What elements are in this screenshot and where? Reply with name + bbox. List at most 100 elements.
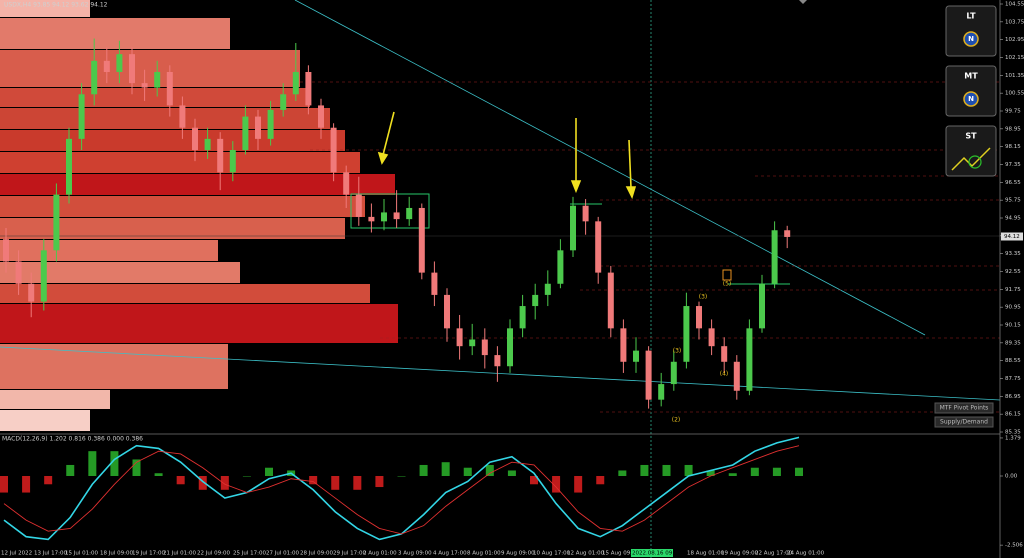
histogram-bar (397, 476, 406, 477)
candle-body (267, 109, 274, 139)
profile-bar (0, 262, 240, 283)
y-tick-label: 85.35 (1005, 430, 1021, 436)
histogram-bar (463, 467, 472, 476)
y-tick-label: 100.55 (1005, 91, 1024, 97)
candle-body (28, 283, 35, 302)
macd-title: MACD(12,26,9) 1.202 0.816 0.386 0.000 0.… (2, 436, 143, 443)
wave-label: (5) (723, 281, 732, 288)
x-tick-label: 19 Jul 17:00 (132, 551, 165, 557)
histogram-bar (265, 467, 273, 476)
histogram-bar (419, 464, 428, 476)
candle-body (418, 207, 425, 273)
candle-body (280, 94, 287, 110)
histogram-bar (132, 459, 141, 476)
histogram-bar (242, 476, 251, 477)
candle-body (78, 94, 85, 139)
icon-chart (951, 147, 991, 171)
candle-body (406, 207, 413, 220)
candle-body (368, 216, 375, 222)
label-box[interactable] (934, 402, 994, 414)
profile-bar (0, 88, 310, 107)
candle-body (305, 71, 312, 106)
candle-body (683, 306, 690, 362)
x-tick-label: 15 Jul 01:00 (65, 551, 98, 557)
candle-body (557, 250, 564, 284)
candle-body (255, 116, 261, 139)
y-tick-label: 99.75 (1005, 109, 1021, 115)
profile-bar (0, 108, 330, 129)
x-tick-label: 12 Jul 2022 (1, 551, 32, 557)
candle-body (166, 71, 173, 106)
y-tick-label: 96.55 (1005, 180, 1021, 186)
profile-bar (0, 18, 230, 49)
y-tick-label: 102.95 (1005, 37, 1024, 43)
wave-label: (3) (699, 294, 708, 301)
candle-body (645, 350, 652, 400)
indicator-labels: MTF Pivot Points Supply/Demand (934, 402, 994, 428)
candle-body (746, 328, 753, 391)
candle-body (570, 205, 576, 251)
profile-bar (0, 344, 228, 389)
profile-bar (0, 130, 345, 151)
icon-ring (963, 31, 979, 47)
y-tick-label: 87.75 (1005, 376, 1021, 382)
profile-bar (0, 284, 370, 303)
x-tick-label: 22 Jul 09:00 (197, 551, 230, 557)
candle-body (633, 350, 639, 362)
histogram-bar (772, 467, 781, 476)
signal-button[interactable]: LT N (945, 5, 997, 57)
histogram-bar (441, 462, 450, 476)
candle-body (469, 339, 476, 347)
histogram-bar (750, 467, 759, 476)
indicator-label[interactable]: MTF Pivot Points (940, 405, 989, 412)
histogram-bar (618, 470, 627, 476)
icon-letter: N (968, 95, 974, 103)
y-tick-label: 98.15 (1005, 144, 1021, 150)
zone-box (350, 193, 430, 229)
y-tick-label: 103.75 (1005, 19, 1024, 25)
histogram-bar (110, 451, 119, 476)
histogram-bar (728, 473, 737, 476)
x-tick-label: 13 Jul 17:00 (34, 551, 67, 557)
sr-lines (300, 81, 1000, 413)
candle-body (229, 150, 236, 173)
profile-bar (0, 152, 360, 173)
profile-bar (0, 240, 218, 261)
y-tick-label: 97.35 (1005, 162, 1021, 168)
candles (3, 38, 791, 409)
histogram-bar (331, 476, 340, 490)
current-price: 94.12 (1004, 234, 1020, 240)
x-tick-label: 12 Aug 01:00 (567, 551, 605, 557)
profile-bar (0, 174, 395, 195)
histogram-bar (353, 476, 362, 490)
y2-tick-label: 1.379 (1005, 435, 1021, 441)
candle-body (292, 71, 299, 95)
x-tick-label: 25 Jul 17:00 (233, 551, 266, 557)
x-tick-label: 21 Jul 01:00 (163, 551, 196, 557)
candle-body (15, 261, 22, 284)
candle-body (582, 205, 589, 222)
profile-bar (0, 218, 345, 239)
y-tick-label: 88.55 (1005, 358, 1021, 364)
signal-button[interactable]: ST (945, 125, 997, 177)
x-tick-label: 28 Jul 09:00 (300, 551, 333, 557)
x-tick-label: 15 Aug 09:00 (602, 551, 640, 557)
y-tick-label: 95.75 (1005, 198, 1021, 204)
button-frame (945, 5, 997, 57)
y-tick-label: 92.55 (1005, 269, 1021, 275)
indicator-label[interactable]: Supply/Demand (940, 419, 988, 426)
histogram-bar (0, 476, 8, 493)
icon-ring (963, 91, 979, 107)
histogram-bar (88, 451, 97, 476)
candle-body (696, 306, 702, 329)
label-box[interactable] (934, 416, 994, 428)
candle-body (129, 54, 135, 84)
candle-body (242, 116, 249, 151)
candle-body (494, 355, 501, 367)
candle-body (759, 283, 765, 329)
x-tick-label: 18 Aug 01:00 (687, 551, 725, 557)
histogram-bar (530, 476, 538, 485)
candle-body (179, 105, 186, 128)
histogram-bar (507, 470, 516, 476)
signal-button[interactable]: MT N (945, 65, 997, 117)
